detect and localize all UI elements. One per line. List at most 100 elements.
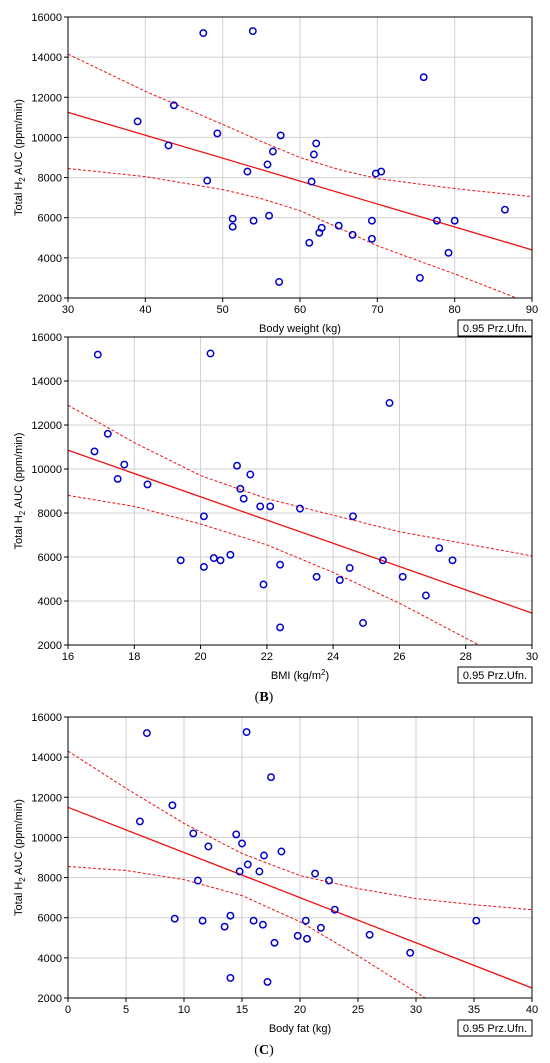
data-point bbox=[90, 447, 99, 456]
plot-area bbox=[68, 337, 532, 645]
data-point bbox=[276, 560, 285, 569]
data-point bbox=[265, 211, 274, 220]
x-tick-label: 25 bbox=[352, 1004, 364, 1016]
y-tick-label: 6000 bbox=[38, 552, 62, 564]
data-point bbox=[249, 216, 258, 225]
y-tick-label: 16000 bbox=[31, 332, 62, 344]
legend-box bbox=[457, 319, 533, 337]
plot-frame bbox=[67, 336, 533, 646]
data-point bbox=[243, 860, 252, 869]
data-point bbox=[435, 544, 444, 553]
data-point bbox=[277, 847, 286, 856]
y-tick-label: 6000 bbox=[38, 913, 62, 925]
data-point bbox=[296, 504, 304, 513]
y-tick-label: 2000 bbox=[38, 293, 62, 305]
data-point bbox=[204, 842, 213, 851]
data-point bbox=[301, 916, 310, 925]
legend-text: 0.95 Prz.Ufn. bbox=[463, 670, 527, 682]
x-tick-label: 22 bbox=[261, 651, 273, 663]
data-point bbox=[239, 494, 248, 503]
legend-text: 0.95 Prz.Ufn. bbox=[463, 1023, 527, 1035]
x-tick-label: 50 bbox=[217, 304, 229, 316]
x-axis-label: BMI (kg/m2) bbox=[271, 668, 329, 682]
data-point bbox=[258, 920, 267, 929]
data-point bbox=[450, 216, 459, 225]
ci-lower-band bbox=[67, 494, 480, 646]
data-point bbox=[228, 222, 237, 231]
data-point bbox=[444, 248, 453, 257]
legend-box bbox=[457, 666, 533, 684]
data-point bbox=[330, 905, 339, 914]
data-point bbox=[305, 238, 314, 247]
y-tick-label: 2000 bbox=[38, 640, 62, 652]
x-tick-label: 24 bbox=[327, 651, 339, 663]
y-tick-label: 12000 bbox=[31, 792, 62, 804]
regression-line bbox=[67, 111, 533, 251]
data-point bbox=[365, 930, 374, 939]
data-point bbox=[113, 474, 122, 483]
data-point bbox=[311, 869, 320, 878]
panel-label: (C) bbox=[254, 1043, 274, 1058]
data-point bbox=[276, 131, 285, 140]
regression-line bbox=[67, 806, 533, 989]
data-point bbox=[142, 729, 151, 738]
data-point bbox=[348, 230, 357, 239]
data-point bbox=[143, 480, 152, 489]
data-point bbox=[377, 167, 386, 176]
data-point bbox=[242, 728, 251, 737]
data-point bbox=[170, 914, 179, 923]
data-point bbox=[249, 916, 258, 925]
y-tick-label: 16000 bbox=[31, 12, 62, 24]
data-point bbox=[359, 619, 367, 627]
y-tick-label: 4000 bbox=[38, 953, 62, 965]
data-point bbox=[228, 214, 237, 223]
data-point bbox=[263, 977, 272, 986]
ci-upper-band bbox=[67, 53, 533, 198]
data-point bbox=[226, 550, 235, 559]
data-point bbox=[309, 150, 318, 159]
x-tick-label: 10 bbox=[178, 1004, 190, 1016]
data-point bbox=[398, 572, 407, 581]
data-point bbox=[367, 216, 376, 225]
y-axis-label: Total H2 AUC (ppm/min) bbox=[13, 799, 27, 916]
x-tick-label: 40 bbox=[139, 304, 151, 316]
x-tick-label: 20 bbox=[194, 651, 206, 663]
y-tick-label: 14000 bbox=[31, 376, 62, 388]
data-point bbox=[312, 139, 321, 148]
legend-text: 0.95 Prz.Ufn. bbox=[463, 323, 527, 335]
data-point bbox=[209, 554, 218, 563]
data-point bbox=[168, 801, 177, 810]
data-point bbox=[199, 29, 208, 38]
x-tick-label: 90 bbox=[526, 304, 538, 316]
chart-panel-A: 30 40 50 60 70 80 90 2000 4000 6000 8000 10000 12000… bbox=[13, 12, 538, 358]
data-point bbox=[238, 839, 246, 848]
data-point bbox=[472, 916, 481, 925]
data-point bbox=[133, 117, 142, 126]
data-point bbox=[325, 876, 333, 885]
data-point bbox=[236, 484, 245, 493]
y-tick-label: 12000 bbox=[31, 92, 62, 104]
data-point bbox=[220, 922, 229, 931]
y-tick-label: 14000 bbox=[31, 52, 62, 64]
y-axis-label: Total H2 AUC (ppm/min) bbox=[13, 433, 27, 550]
data-point bbox=[303, 934, 311, 943]
data-point bbox=[270, 938, 279, 947]
y-tick-label: 16000 bbox=[31, 712, 62, 724]
x-tick-label: 26 bbox=[393, 651, 405, 663]
data-point bbox=[367, 234, 376, 243]
data-point bbox=[199, 562, 208, 571]
y-tick-label: 14000 bbox=[31, 752, 62, 764]
data-point bbox=[93, 350, 102, 359]
data-point bbox=[334, 221, 343, 230]
data-point bbox=[248, 27, 257, 36]
data-point bbox=[500, 205, 509, 214]
y-tick-label: 4000 bbox=[38, 253, 62, 265]
data-point bbox=[267, 773, 275, 782]
x-tick-label: 18 bbox=[128, 651, 140, 663]
y-tick-label: 8000 bbox=[38, 873, 62, 885]
y-tick-label: 10000 bbox=[31, 132, 62, 144]
data-point bbox=[199, 512, 208, 521]
data-point bbox=[233, 461, 241, 470]
data-point bbox=[255, 867, 264, 876]
